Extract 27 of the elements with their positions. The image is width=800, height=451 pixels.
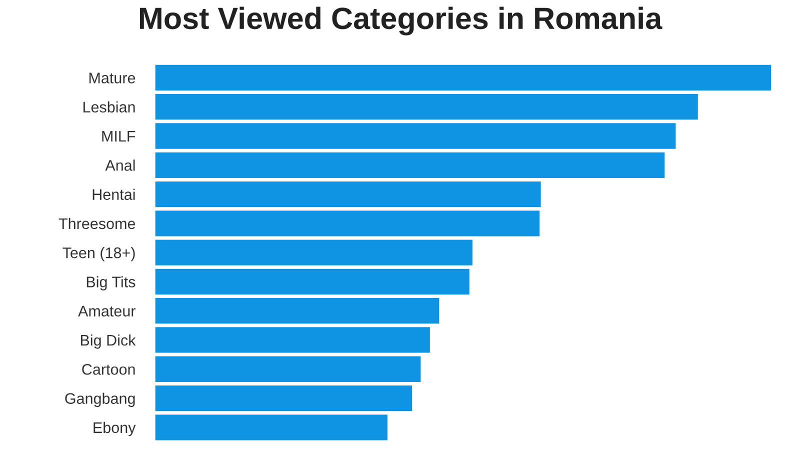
bar xyxy=(155,64,772,91)
bar xyxy=(155,123,676,149)
y-tick-label: Mature xyxy=(89,72,136,84)
bar xyxy=(155,268,470,295)
y-tick-label: Lesbian xyxy=(83,101,135,113)
y-tick-label: Anal xyxy=(105,160,135,171)
bar xyxy=(155,152,665,178)
bar xyxy=(155,356,421,382)
chart-title: Most Viewed Categories in Romania xyxy=(140,6,662,36)
bar xyxy=(155,181,541,208)
y-tick-label: Threesome xyxy=(58,218,136,230)
bar xyxy=(155,385,412,412)
y-tick-label: MILF xyxy=(102,131,136,142)
y-tick-label: Gangbang xyxy=(65,392,135,407)
y-tick-label: Amateur xyxy=(78,306,136,317)
y-tick-label: Cartoon xyxy=(82,364,135,375)
y-tick-label: Teen (18+) xyxy=(62,247,135,262)
bar xyxy=(155,414,388,440)
bar xyxy=(155,94,698,120)
bar xyxy=(155,240,472,266)
bar xyxy=(155,210,540,236)
bar xyxy=(155,327,430,353)
y-tick-label: Ebony xyxy=(94,422,136,436)
y-tick-label: Hentai xyxy=(92,188,135,200)
y-tick-label: Big Tits xyxy=(86,276,136,290)
y-tick-label: Big Dick xyxy=(80,334,136,349)
bar xyxy=(155,298,440,324)
